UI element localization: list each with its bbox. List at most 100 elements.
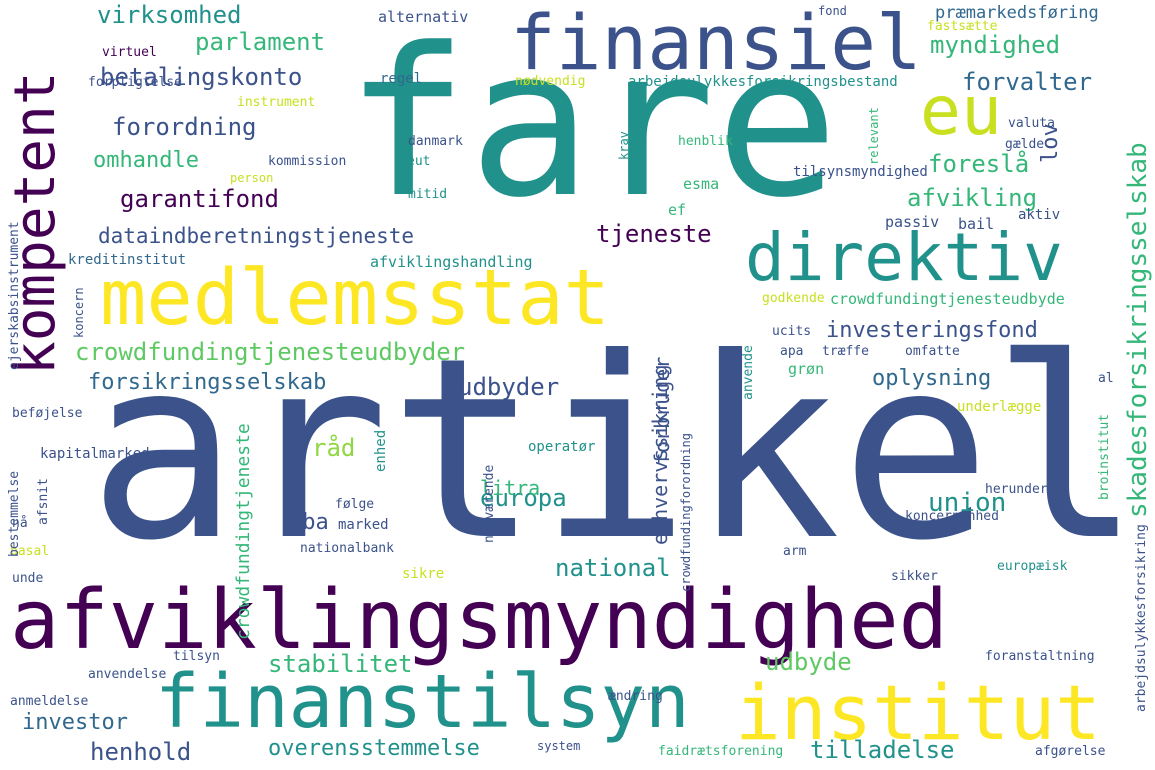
- word: underlægge: [957, 399, 1042, 415]
- word: finansiel: [510, 0, 922, 87]
- word: eba: [289, 510, 329, 535]
- word: koncern: [72, 287, 86, 338]
- word: bestemmelse: [7, 470, 22, 557]
- word: foranstaltning: [985, 649, 1095, 664]
- word: parlament: [195, 28, 326, 56]
- word: nå: [12, 516, 28, 531]
- word: crowdfundingtjeneste: [233, 423, 254, 640]
- word: investor: [22, 710, 128, 735]
- word: nærværende: [482, 464, 497, 543]
- word: faidrætsforening: [658, 744, 784, 759]
- word: aktiv: [1018, 207, 1061, 223]
- word: afviklingshandling: [370, 253, 533, 271]
- word: basal: [10, 544, 50, 559]
- word: al: [1098, 371, 1114, 386]
- word: betalingskonto: [100, 63, 303, 91]
- word: afvikling: [907, 184, 1038, 212]
- word: kommission: [268, 154, 347, 169]
- word: danmark: [408, 134, 463, 149]
- word: mitid: [408, 187, 448, 202]
- word: alternativ: [378, 8, 469, 26]
- word: ef: [668, 201, 687, 219]
- word: nationalbank: [300, 541, 394, 556]
- word: herunder: [985, 482, 1048, 497]
- word: fare: [345, 5, 839, 243]
- word: tjeneste: [596, 220, 712, 248]
- word: virtuel: [102, 45, 157, 60]
- word: omfatte: [905, 344, 960, 359]
- word: myndighed: [930, 31, 1061, 59]
- word: europa: [480, 484, 567, 512]
- word: passiv: [885, 213, 940, 231]
- word: garantifond: [120, 185, 279, 213]
- word: tilsyn: [173, 649, 220, 664]
- word: direktiv: [745, 219, 1063, 296]
- word: udbyder: [458, 373, 560, 401]
- word: beføjelse: [12, 406, 83, 421]
- word: national: [555, 554, 671, 582]
- word: system: [537, 739, 581, 753]
- word: råd: [312, 434, 356, 462]
- word: udbyde: [765, 648, 852, 676]
- word: afviklingsmyndighed: [10, 573, 948, 668]
- word: relevant: [867, 107, 881, 165]
- word: arm: [783, 544, 807, 559]
- word: kapitalmarked: [40, 446, 150, 462]
- word: ejerskabsinstrument: [7, 221, 22, 370]
- word: grøn: [788, 360, 825, 378]
- word: koncernenhed: [905, 509, 999, 524]
- word: gælde: [1005, 137, 1045, 152]
- word: europæisk: [997, 559, 1068, 574]
- word: henhold: [90, 738, 192, 766]
- word: henblik: [678, 134, 733, 149]
- word: anmeldelse: [10, 694, 89, 709]
- word: ucits: [772, 324, 812, 339]
- word: person: [230, 171, 274, 185]
- word: anvende: [741, 345, 756, 400]
- word: crowdfundingtjenesteudbyde: [830, 290, 1065, 308]
- word: afgørelse: [1035, 744, 1106, 759]
- word: eut: [407, 154, 431, 169]
- word: tilsynsmyndighed: [793, 164, 928, 180]
- word: omhandle: [93, 148, 199, 173]
- word: institut: [735, 668, 1102, 757]
- word: crowdfundingtjenesteudbyder: [75, 338, 466, 366]
- word: union: [928, 488, 1007, 518]
- word: arbejdsulykkesforsikring: [1134, 524, 1149, 712]
- word: dataindberetningstjeneste: [98, 224, 415, 248]
- word: ændring: [608, 689, 663, 704]
- word: oplysning: [872, 366, 992, 391]
- word: fond: [818, 4, 847, 18]
- word: finanstilsyn: [155, 659, 690, 745]
- word: tilladelse: [810, 736, 955, 764]
- word: enhed: [373, 429, 389, 472]
- word: sikre: [402, 566, 445, 582]
- word: operatør: [528, 439, 596, 455]
- word: forsikringsselskab: [88, 370, 327, 395]
- word: krav: [617, 131, 631, 160]
- word: godkende: [762, 291, 825, 306]
- word: instrument: [237, 95, 316, 110]
- word: broinstitut: [1097, 413, 1112, 500]
- word: sikker: [891, 569, 938, 584]
- word: regel: [380, 71, 423, 87]
- word: forvalter: [962, 68, 1093, 96]
- word: afsnit: [36, 478, 51, 525]
- word: litra: [480, 476, 541, 500]
- word: foreslå: [928, 150, 1030, 178]
- word: fastsætte: [927, 19, 998, 34]
- word: medlemsstat: [100, 254, 610, 343]
- word: marked: [338, 517, 389, 533]
- word: træffe: [822, 344, 869, 359]
- word: arbejdsulykkesforsikringsbestand: [628, 74, 898, 90]
- word: valuta: [1008, 116, 1055, 131]
- word: virksomhed: [97, 1, 242, 29]
- word: forbruger: [650, 356, 674, 465]
- word: præmarkedsføring: [935, 3, 1099, 23]
- word: investeringsfond: [826, 318, 1038, 343]
- word: anvendelse: [88, 667, 167, 682]
- word: unde: [12, 571, 44, 586]
- word: følge: [335, 497, 375, 512]
- word: bail: [958, 215, 995, 233]
